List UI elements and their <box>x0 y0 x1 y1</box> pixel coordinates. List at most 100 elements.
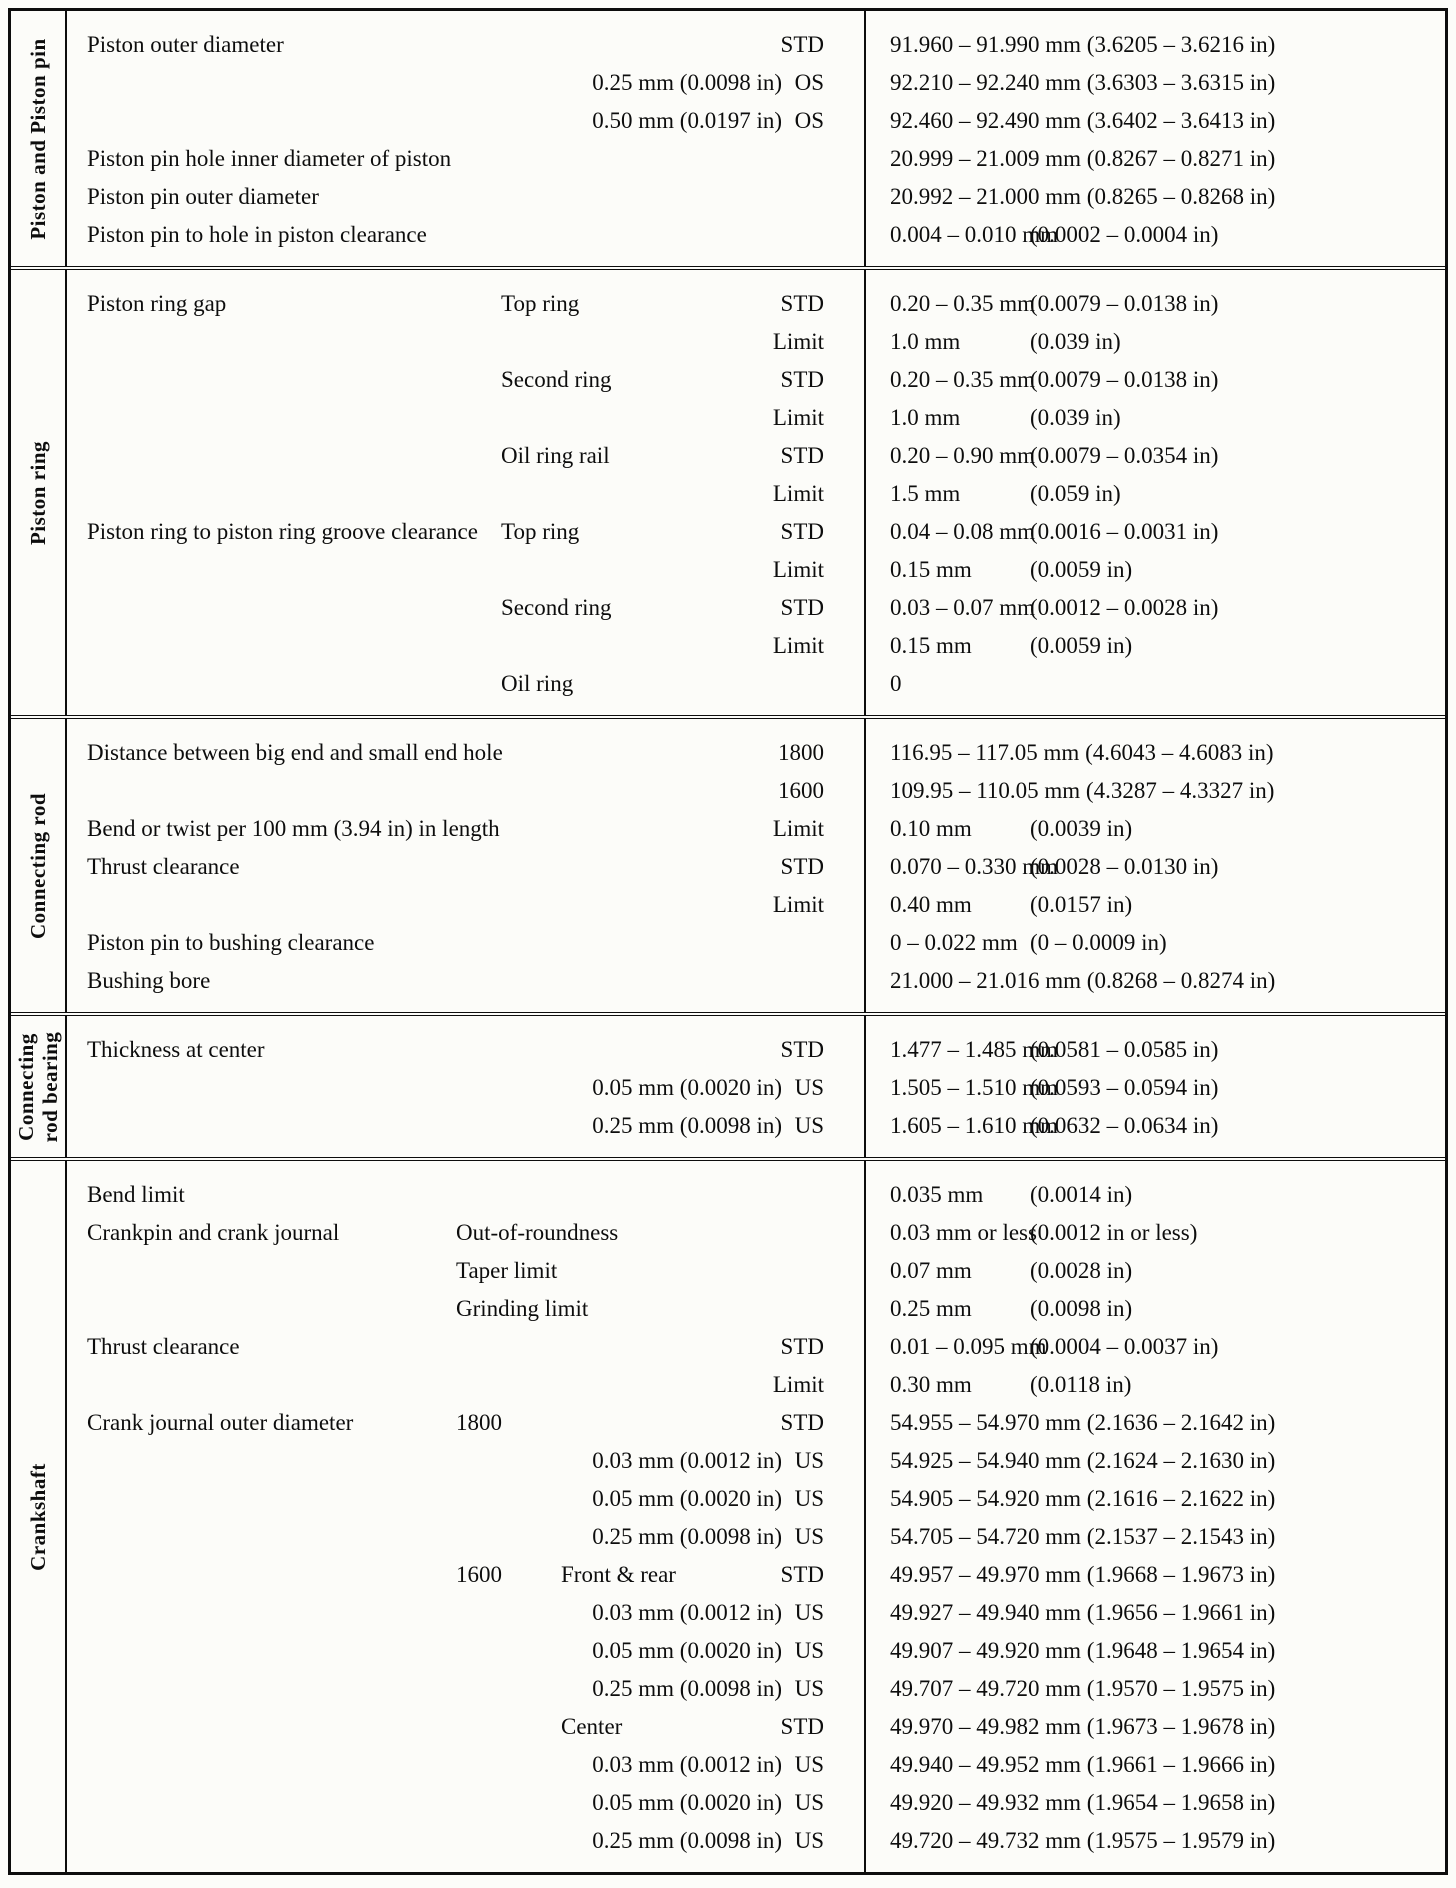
size-designation: 0.03 mm (0.0012 in) <box>592 1600 782 1625</box>
ring-qualifier: Second ring <box>501 595 612 620</box>
spec-row: Piston ring gap Top ring STD 0.20 – 0.35 mm… <box>67 285 1445 323</box>
value-metric: 0.03 mm or less <box>890 1220 1037 1245</box>
spec-table: Piston and Piston pin Piston outer diamet… <box>8 8 1448 1875</box>
value-inch: (0.0118 in) <box>1030 1372 1132 1397</box>
spec-row: Oil ring 0 <box>67 665 1445 703</box>
table-section: Connecting rod bearing Thickness at cente… <box>11 1012 1445 1157</box>
grade-designation: US <box>794 1600 824 1625</box>
value-combined: 116.95 – 117.05 mm (4.6043 – 4.6083 in) <box>890 740 1274 765</box>
grade-designation: 1600 <box>778 778 824 803</box>
spec-row: Second ring STD 0.03 – 0.07 mm (0.0012 – 0.… <box>67 589 1445 627</box>
journal-position: Front & rear <box>561 1562 676 1587</box>
value-metric: 0.40 mm <box>890 892 972 917</box>
value-metric: 0.15 mm <box>890 557 972 582</box>
value-metric: 0.03 – 0.07 mm <box>890 595 1036 620</box>
spec-row: Thrust clearance STD 0.01 – 0.095 mm (0.000… <box>67 1328 1445 1366</box>
spec-row: Limit 0.15 mm (0.0059 in) <box>67 551 1445 589</box>
size-designation: 0.05 mm (0.0020 in) <box>592 1638 782 1663</box>
grade-designation: Limit <box>772 557 824 582</box>
value-inch: (0.039 in) <box>1030 405 1121 430</box>
value-inch: (0.0014 in) <box>1030 1182 1133 1207</box>
size-designation: 0.03 mm (0.0012 in) <box>592 1448 782 1473</box>
value-inch: (0.0012 – 0.0028 in) <box>1030 595 1219 620</box>
value-inch: (0.0016 – 0.0031 in) <box>1030 519 1219 544</box>
spec-row: 0.03 mm (0.0012 in) US 49.927 – 49.940 mm … <box>67 1594 1445 1632</box>
value-combined: 109.95 – 110.05 mm (4.3287 – 4.3327 in) <box>890 778 1275 803</box>
spec-row: Distance between big end and small end h… <box>67 734 1445 772</box>
section-body: Piston outer diameter STD 91.960 – 91.990 … <box>67 11 1445 266</box>
grade-designation: Limit <box>772 405 824 430</box>
value-inch: (0.0002 – 0.0004 in) <box>1030 222 1219 247</box>
spec-row: Crankpin and crank journal Out-of-roundne… <box>67 1214 1445 1252</box>
value-combined: 54.955 – 54.970 mm (2.1636 – 2.1642 in) <box>890 1410 1276 1435</box>
value-combined: 20.992 – 21.000 mm (0.8265 – 0.8268 in) <box>890 184 1276 209</box>
grade-designation: Limit <box>772 633 824 658</box>
value-combined: 49.927 – 49.940 mm (1.9656 – 1.9661 in) <box>890 1600 1276 1625</box>
value-combined: 54.705 – 54.720 mm (2.1537 – 2.1543 in) <box>890 1524 1276 1549</box>
spec-row: Limit 0.30 mm (0.0118 in) <box>67 1366 1445 1404</box>
spec-row: 0.50 mm (0.0197 in) OS 92.460 – 92.490 mm … <box>67 102 1445 140</box>
spec-row: Piston pin outer diameter 20.992 – 21.000… <box>67 178 1445 216</box>
grade-designation: US <box>794 1524 824 1549</box>
section-label: Connecting rod bearing <box>14 1031 62 1142</box>
value-metric: 0 <box>890 671 902 696</box>
spec-row: Bushing bore 21.000 – 21.016 mm (0.8268 –… <box>67 962 1445 1000</box>
grade-designation: Limit <box>772 329 824 354</box>
grade-designation: OS <box>794 108 824 133</box>
value-combined: 92.210 – 92.240 mm (3.6303 – 3.6315 in) <box>890 70 1276 95</box>
value-inch: (0.0593 – 0.0594 in) <box>1030 1075 1219 1100</box>
value-inch: (0.0004 – 0.0037 in) <box>1030 1334 1219 1359</box>
value-combined: 49.707 – 49.720 mm (1.9570 – 1.9575 in) <box>890 1676 1276 1701</box>
grade-designation: US <box>794 1448 824 1473</box>
spec-row: 0.03 mm (0.0012 in) US 54.925 – 54.940 mm … <box>67 1442 1445 1480</box>
grade-designation: US <box>794 1676 824 1701</box>
grade-designation: STD <box>780 519 824 544</box>
grade-designation: OS <box>794 70 824 95</box>
value-inch: (0.0039 in) <box>1030 816 1133 841</box>
value-inch: (0.0079 – 0.0354 in) <box>1030 443 1219 468</box>
grade-designation: STD <box>780 1562 824 1587</box>
spec-name: Piston pin to bushing clearance <box>87 930 375 955</box>
value-metric: 1.477 – 1.485 mm <box>890 1037 1059 1062</box>
size-designation: 0.50 mm (0.0197 in) <box>592 108 782 133</box>
grade-designation: STD <box>780 32 824 57</box>
spec-row: Thickness at center STD 1.477 – 1.485 mm (0… <box>67 1031 1445 1069</box>
grade-designation: Limit <box>772 1372 824 1397</box>
value-inch: (0.039 in) <box>1030 329 1121 354</box>
value-metric: 0.20 – 0.35 mm <box>890 367 1036 392</box>
value-inch: (0.0157 in) <box>1030 892 1133 917</box>
spec-row: Limit 1.5 mm (0.059 in) <box>67 475 1445 513</box>
size-designation: 0.05 mm (0.0020 in) <box>592 1790 782 1815</box>
value-metric: 0.01 – 0.095 mm <box>890 1334 1047 1359</box>
spec-row: 0.25 mm (0.0098 in) US 49.720 – 49.732 mm … <box>67 1822 1445 1860</box>
size-designation: 0.25 mm (0.0098 in) <box>592 1828 782 1853</box>
value-metric: 1.5 mm <box>890 481 961 506</box>
value-metric: 1.605 – 1.610 mm <box>890 1113 1059 1138</box>
value-metric: 0.07 mm <box>890 1258 972 1283</box>
spec-row: 0.03 mm (0.0012 in) US 49.940 – 49.952 mm … <box>67 1746 1445 1784</box>
grade-designation: 1800 <box>778 740 824 765</box>
spec-row: Limit 1.0 mm (0.039 in) <box>67 399 1445 437</box>
spec-row: 0.25 mm (0.0098 in) US 49.707 – 49.720 mm … <box>67 1670 1445 1708</box>
table-section: Crankshaft Bend limit 0.035 mm (0.0014 in) C… <box>11 1157 1445 1872</box>
spec-row: Thrust clearance STD 0.070 – 0.330 mm (0.00… <box>67 848 1445 886</box>
value-inch: (0.0028 – 0.0130 in) <box>1030 854 1219 879</box>
value-combined: 49.720 – 49.732 mm (1.9575 – 1.9579 in) <box>890 1828 1276 1853</box>
spec-row: 0.05 mm (0.0020 in) US 49.907 – 49.920 mm … <box>67 1632 1445 1670</box>
value-inch: (0.0059 in) <box>1030 633 1133 658</box>
value-inch: (0.0079 – 0.0138 in) <box>1030 367 1219 392</box>
grade-designation: STD <box>780 595 824 620</box>
value-combined: 92.460 – 92.490 mm (3.6402 – 3.6413 in) <box>890 108 1276 133</box>
spec-row: Piston pin to bushing clearance 0 – 0.022… <box>67 924 1445 962</box>
value-metric: 0.035 mm <box>890 1182 984 1207</box>
spec-row: Limit 1.0 mm (0.039 in) <box>67 323 1445 361</box>
value-inch: (0.0059 in) <box>1030 557 1133 582</box>
grade-designation: Limit <box>772 892 824 917</box>
value-inch: (0 – 0.0009 in) <box>1030 930 1167 955</box>
value-combined: 54.925 – 54.940 mm (2.1624 – 2.1630 in) <box>890 1448 1276 1473</box>
section-label: Piston ring <box>26 440 50 545</box>
spec-sub-name: 1800 <box>456 1410 502 1435</box>
spec-name: Bushing bore <box>87 968 211 993</box>
value-metric: 1.0 mm <box>890 329 961 354</box>
grade-designation: Limit <box>772 816 824 841</box>
